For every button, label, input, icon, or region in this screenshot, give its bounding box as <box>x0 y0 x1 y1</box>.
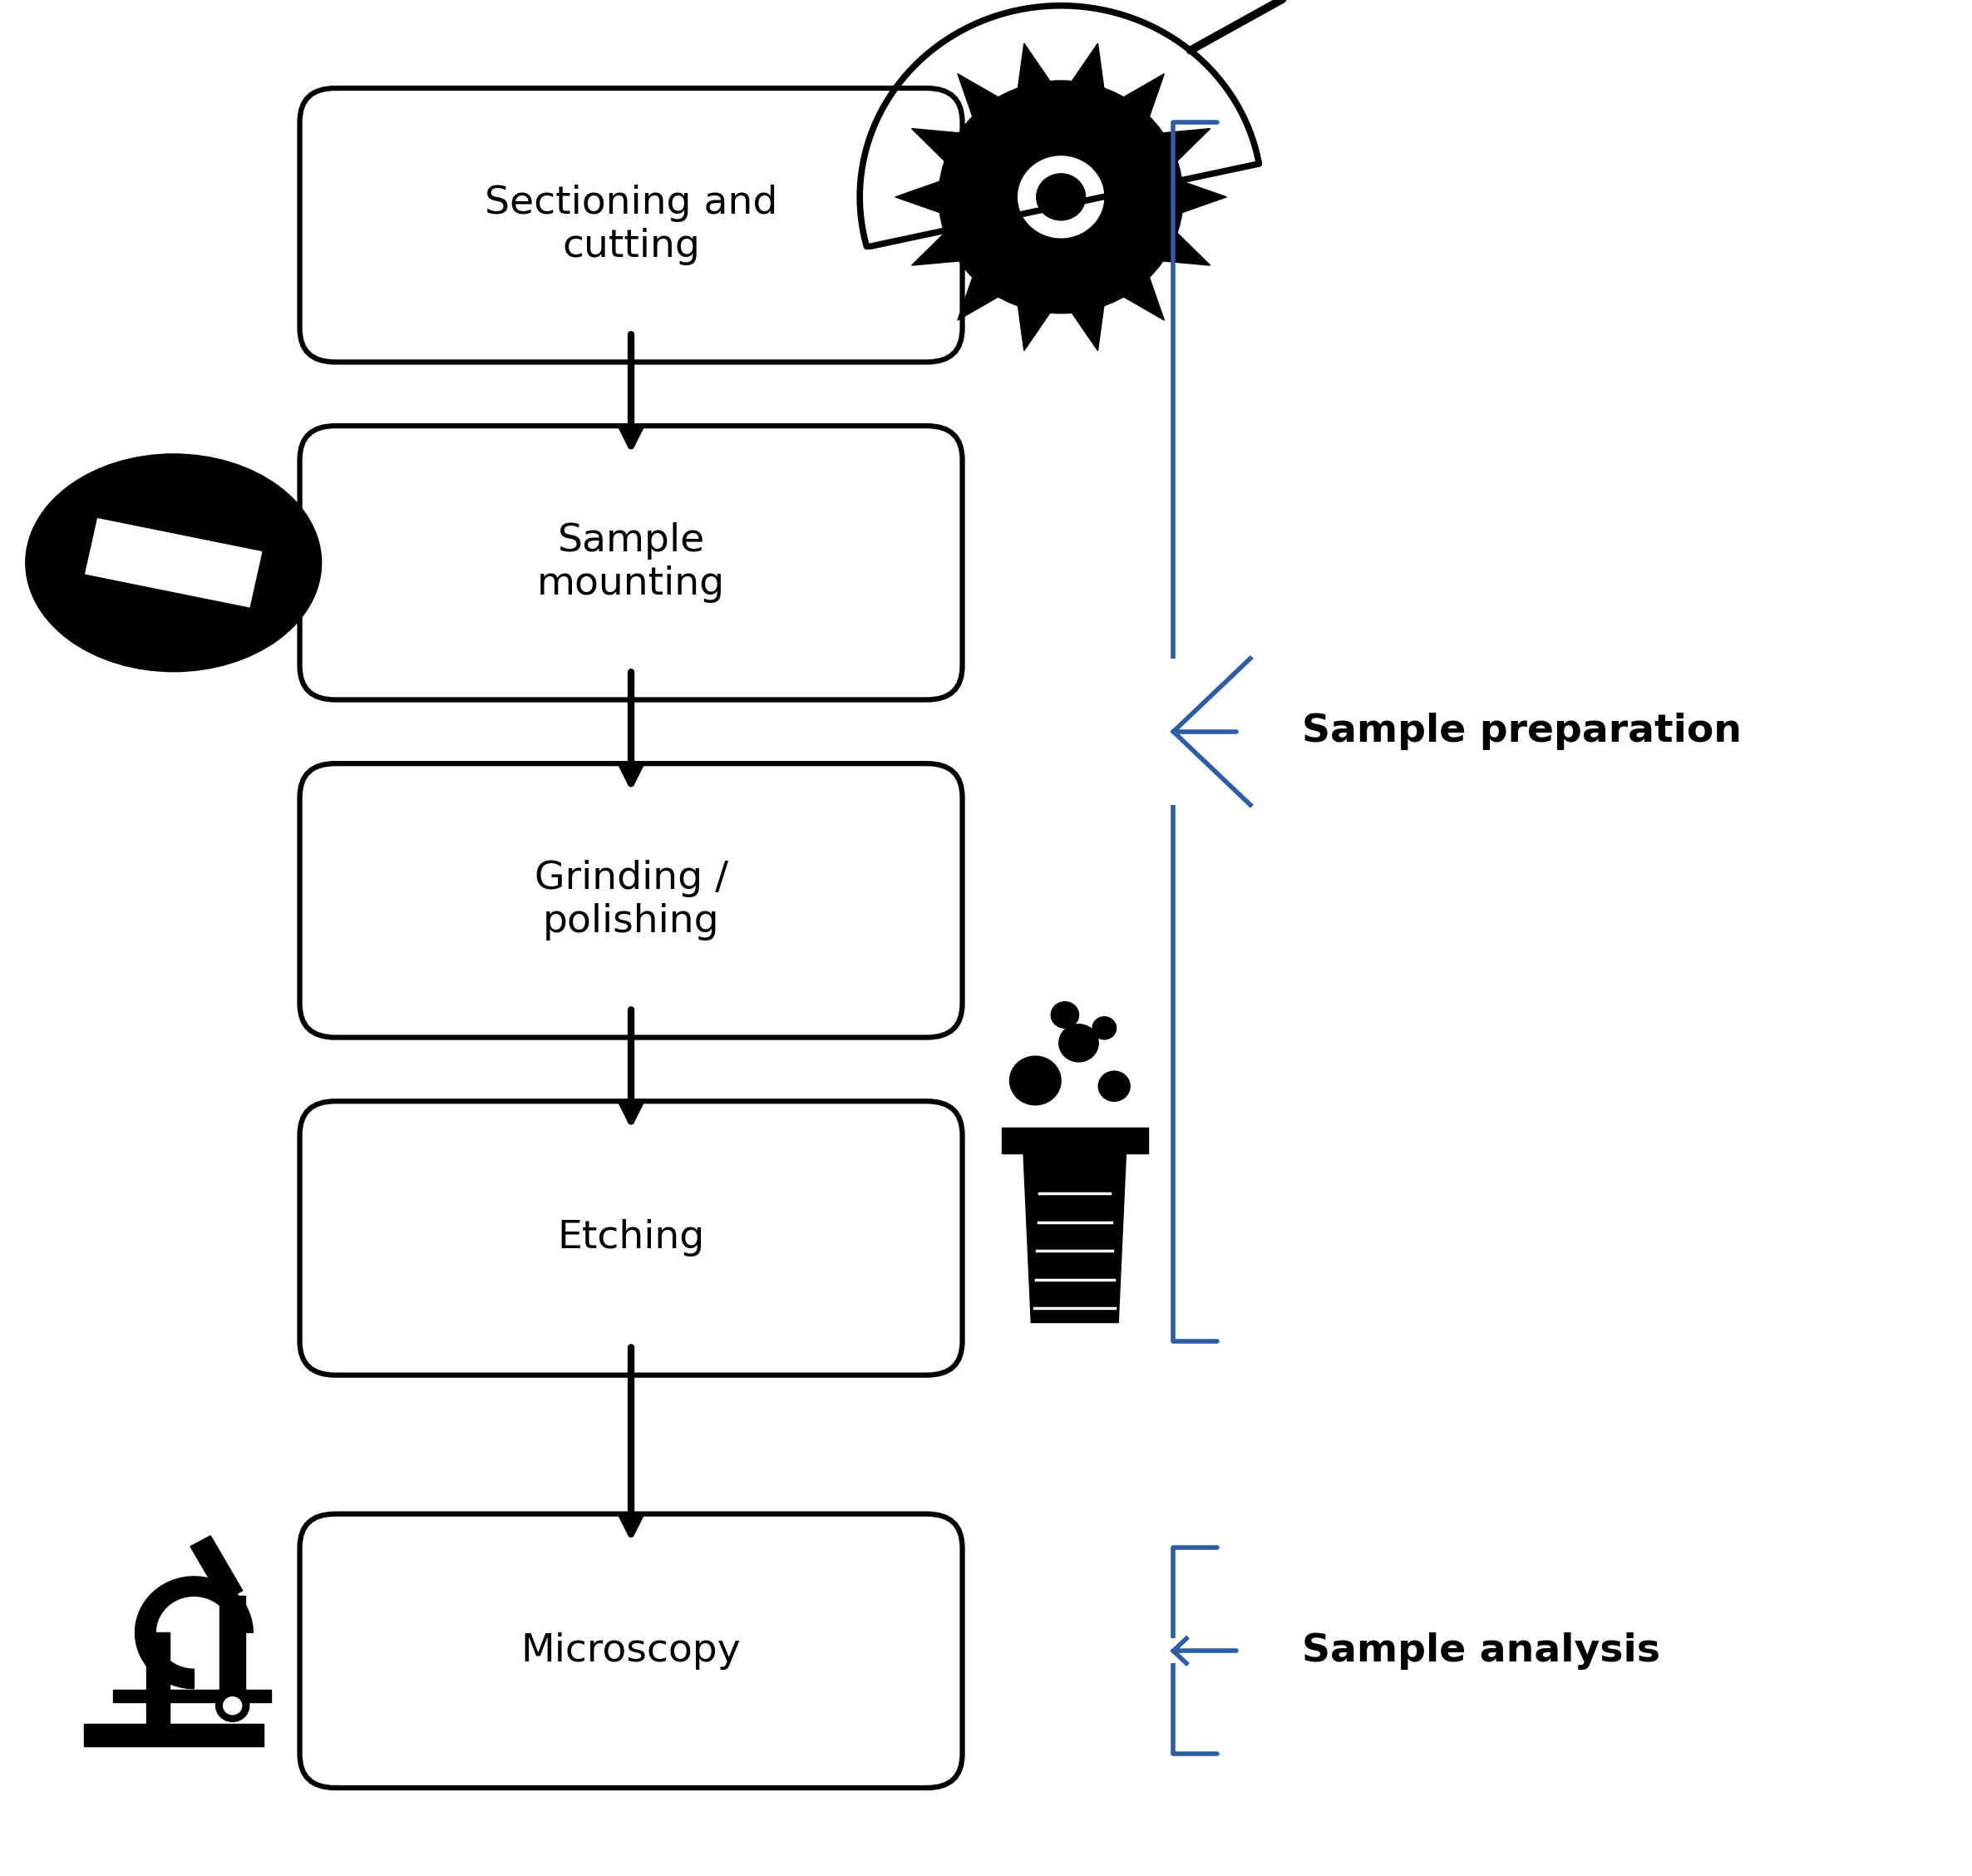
Polygon shape <box>958 278 998 321</box>
Text: Sample analysis: Sample analysis <box>1302 1632 1660 1670</box>
FancyBboxPatch shape <box>300 1514 962 1788</box>
Text: Grinding /
polishing: Grinding / polishing <box>534 861 728 940</box>
Polygon shape <box>1181 182 1227 212</box>
FancyBboxPatch shape <box>300 88 962 362</box>
Text: Sample
mounting: Sample mounting <box>536 523 726 602</box>
Circle shape <box>1098 1071 1130 1101</box>
Circle shape <box>1059 1024 1098 1062</box>
Polygon shape <box>958 73 998 116</box>
Polygon shape <box>1163 129 1211 161</box>
Polygon shape <box>83 1724 264 1747</box>
FancyBboxPatch shape <box>300 764 962 1037</box>
Ellipse shape <box>26 454 321 672</box>
Text: Etching: Etching <box>558 1219 704 1257</box>
Polygon shape <box>1023 1154 1126 1323</box>
FancyBboxPatch shape <box>300 426 962 700</box>
Polygon shape <box>1018 43 1049 88</box>
Circle shape <box>1010 1056 1061 1105</box>
Polygon shape <box>1124 278 1163 321</box>
Circle shape <box>1037 174 1085 219</box>
Text: Sectioning and
cutting: Sectioning and cutting <box>485 186 777 265</box>
Polygon shape <box>1018 306 1049 351</box>
Polygon shape <box>1163 233 1211 265</box>
Circle shape <box>215 1690 248 1722</box>
Polygon shape <box>219 1596 245 1698</box>
Polygon shape <box>134 1576 252 1688</box>
Circle shape <box>223 1698 243 1715</box>
Polygon shape <box>112 1690 270 1702</box>
Polygon shape <box>911 233 958 265</box>
Circle shape <box>1018 156 1104 238</box>
Text: Microscopy: Microscopy <box>521 1632 741 1670</box>
FancyBboxPatch shape <box>300 1101 962 1375</box>
Polygon shape <box>191 1536 243 1602</box>
Polygon shape <box>1002 1127 1148 1154</box>
Polygon shape <box>911 129 958 161</box>
Circle shape <box>1051 1002 1079 1028</box>
Circle shape <box>1092 1017 1116 1039</box>
Polygon shape <box>1073 306 1104 351</box>
Polygon shape <box>146 1632 170 1724</box>
Polygon shape <box>85 518 262 608</box>
Polygon shape <box>1124 73 1163 116</box>
Polygon shape <box>1073 43 1104 88</box>
Text: Sample preparation: Sample preparation <box>1302 713 1741 750</box>
Circle shape <box>939 81 1183 313</box>
Polygon shape <box>895 182 941 212</box>
